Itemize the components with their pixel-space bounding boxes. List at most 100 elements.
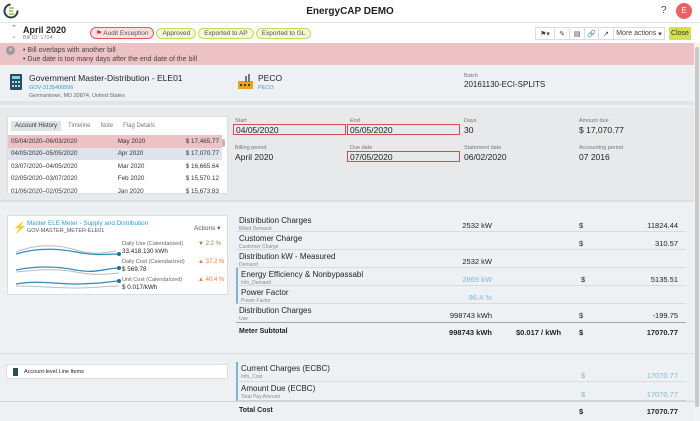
history-row[interactable]: 04/05/2020–05/05/2020 Apr 2020 $ 17,070.77 bbox=[8, 147, 222, 160]
page-scrollbar[interactable] bbox=[694, 43, 700, 421]
start-date-field[interactable]: 04/05/2020 bbox=[233, 124, 346, 135]
lightning-icon: ⚡ bbox=[13, 222, 27, 234]
history-scrollbar[interactable] bbox=[222, 139, 225, 147]
accounting-period-value: 07 2016 bbox=[579, 152, 610, 162]
total-cost-row: Total Cost $17070.77 bbox=[239, 407, 678, 416]
daily-cost-value: $ 569.78 bbox=[122, 266, 147, 273]
history-table: 05/04/2020–06/03/2020 May 2020 $ 17,465.77… bbox=[8, 135, 222, 198]
bill-subheader: ⌃ ⌄ April 2020 Bill ID: 1704 ⚑ Audit Exc… bbox=[0, 23, 700, 43]
account-level-label: Account-level Line Items bbox=[24, 369, 84, 375]
sparkline-point bbox=[117, 266, 121, 270]
status-badges: ⚑ Audit Exception Approved Exported to AP E… bbox=[90, 27, 313, 39]
history-row[interactable]: 05/04/2020–06/03/2020 May 2020 $ 17,465.77 bbox=[8, 135, 222, 148]
exported-gl-badge: Exported to GL bbox=[255, 28, 312, 39]
account-address: Germantown, MD 20874, United States bbox=[29, 93, 125, 99]
error-circle-icon[interactable]: × bbox=[6, 46, 15, 55]
unit-cost-change: ▲ 40.4 % bbox=[198, 277, 225, 283]
end-date-field[interactable]: 05/05/2020 bbox=[347, 124, 460, 135]
calculator-icon bbox=[10, 74, 22, 90]
energycap-logo-icon[interactable] bbox=[3, 3, 19, 19]
daily-use-label: Daily Use (Calendarized) bbox=[122, 241, 184, 247]
start-label: Start bbox=[235, 118, 247, 124]
due-date-field[interactable]: 07/05/2020 bbox=[347, 151, 460, 162]
daily-use-value: 33,418.130 kWh bbox=[122, 248, 168, 255]
billing-period-label: Billing period bbox=[235, 145, 267, 151]
batch-value: 20161130-ECI-SPLITS bbox=[464, 80, 546, 89]
approved-badge: Approved bbox=[156, 28, 197, 39]
bill-id: Bill ID: 1704 bbox=[23, 35, 53, 41]
meter-card: ⚡ Master ELE Meter - Supply and Distribu… bbox=[7, 215, 228, 295]
amount-due-label: Amount due bbox=[579, 118, 609, 124]
more-actions-button[interactable]: More actions ▾ bbox=[613, 27, 665, 40]
app-title: EnergyCAP DEMO bbox=[306, 6, 394, 17]
daily-use-change: ▼ 2.2 % bbox=[198, 241, 221, 247]
divider bbox=[0, 353, 694, 354]
tab-account-history[interactable]: Account History bbox=[11, 121, 62, 131]
statement-date-label: Statement date bbox=[464, 145, 502, 151]
flag-menu-button[interactable]: ⚑▾ bbox=[535, 27, 555, 40]
billing-period-value: April 2020 bbox=[235, 152, 274, 162]
audit-alert: × • Bill overlaps with another bill • Du… bbox=[0, 43, 694, 65]
amount-due-value: $ 17,070.77 bbox=[579, 125, 624, 135]
external-link-icon[interactable]: ↗ bbox=[598, 27, 614, 40]
tab-note[interactable]: Note bbox=[100, 123, 114, 129]
flag-icon: ⚑ bbox=[96, 30, 102, 37]
divider bbox=[0, 401, 694, 402]
account-level-line-items-button[interactable]: Account-level Line Items bbox=[6, 364, 228, 379]
days-value: 30 bbox=[464, 125, 474, 135]
history-card: Account History Timeline Note Flag Detai… bbox=[7, 116, 228, 195]
alert-item: • Due date is too many days after the en… bbox=[23, 56, 198, 63]
tab-timeline[interactable]: Timeline bbox=[68, 123, 91, 129]
line-item[interactable]: Customer Charge Customer Charge $310.57 bbox=[236, 232, 686, 250]
unit-cost-value: $ 0.017/kWh bbox=[122, 284, 158, 291]
meter-name-link[interactable]: Master ELE Meter - Supply and Distributi… bbox=[27, 220, 149, 227]
help-icon[interactable]: ? bbox=[661, 5, 667, 16]
meter-actions-button[interactable]: Actions ▾ bbox=[194, 225, 221, 232]
line-item[interactable]: Distribution Charges Use 998743 kWh $ -199.7… bbox=[236, 304, 686, 323]
audit-exception-badge[interactable]: ⚑ Audit Exception bbox=[90, 27, 155, 39]
alert-item: • Bill overlaps with another bill bbox=[23, 47, 116, 54]
sparklines bbox=[16, 245, 121, 289]
daily-cost-label: Daily Cost (Calendarized) bbox=[122, 259, 185, 265]
close-button[interactable]: Close bbox=[669, 27, 691, 40]
daily-cost-change: ▲ 37.2 % bbox=[198, 259, 225, 265]
pencil-icon[interactable]: ✎ bbox=[554, 27, 570, 40]
exported-ap-badge: Exported to AP bbox=[198, 28, 254, 39]
accounting-period-label: Accounting period bbox=[579, 145, 624, 151]
factory-icon bbox=[238, 74, 253, 89]
account-name: Government Master-Distribution - ELE01 bbox=[29, 73, 183, 83]
meter-subtotal-row: Meter Subtotal 998743 kWh $0.017 / kWh $170… bbox=[239, 328, 678, 337]
vendor-name: PECO bbox=[258, 73, 283, 83]
vendor-code-link[interactable]: PECO bbox=[258, 85, 274, 91]
days-label: Days bbox=[464, 118, 477, 124]
scrollbar-thumb[interactable] bbox=[695, 47, 699, 407]
line-item[interactable]: Distribution kW - Measured Demand 2532 kW bbox=[236, 250, 686, 268]
link-icon[interactable]: 🔗 bbox=[584, 27, 599, 40]
chevron-down-icon[interactable]: ⌄ bbox=[11, 33, 17, 40]
sparkline-point bbox=[117, 279, 121, 283]
line-item[interactable]: Distribution Charges Billed Demand 2532 kW… bbox=[236, 214, 686, 232]
bill-details-section: Account History Timeline Note Flag Detai… bbox=[0, 108, 694, 202]
tab-flag-details[interactable]: Flag Details bbox=[123, 123, 155, 129]
avatar[interactable]: E bbox=[676, 3, 692, 19]
line-item[interactable]: Energy Efficiency & Nonbypassabl Info_Dem… bbox=[236, 268, 686, 286]
chevron-up-icon[interactable]: ⌃ bbox=[11, 25, 17, 32]
line-item[interactable]: Power Factor Power Factor 96.4 % bbox=[236, 286, 686, 304]
account-header: Government Master-Distribution - ELE01 G… bbox=[0, 65, 694, 105]
history-row[interactable]: 02/05/2020–03/07/2020 Feb 2020 $ 15,570.12 bbox=[11, 175, 219, 183]
batch-label: Batch bbox=[464, 73, 479, 79]
history-row[interactable]: 03/07/2020–04/05/2020 Mar 2020 $ 16,665.64 bbox=[11, 162, 219, 170]
app-header: EnergyCAP DEMO ? E bbox=[0, 0, 700, 23]
calculator-icon bbox=[13, 368, 18, 376]
history-row[interactable]: 01/06/2020–02/05/2020 Jan 2020 $ 15,673.83 bbox=[11, 187, 219, 195]
account-line-item[interactable]: Amount Due (ECBC) Total Pay Amount $17070.… bbox=[236, 382, 686, 401]
document-icon[interactable]: ▤ bbox=[569, 27, 585, 40]
sparkline-point bbox=[117, 252, 121, 256]
end-label: End bbox=[350, 118, 360, 124]
account-line-item[interactable]: Current Charges (ECBC) Info_Cost $17070.77 bbox=[236, 362, 686, 382]
bill-period: April 2020 bbox=[23, 25, 67, 35]
account-code-link[interactable]: GOV-3135400506 bbox=[29, 85, 74, 91]
unit-cost-label: Unit Cost (Calendarized) bbox=[122, 277, 183, 283]
statement-date-value: 06/02/2020 bbox=[464, 152, 507, 162]
due-date-label: Due date bbox=[350, 145, 373, 151]
